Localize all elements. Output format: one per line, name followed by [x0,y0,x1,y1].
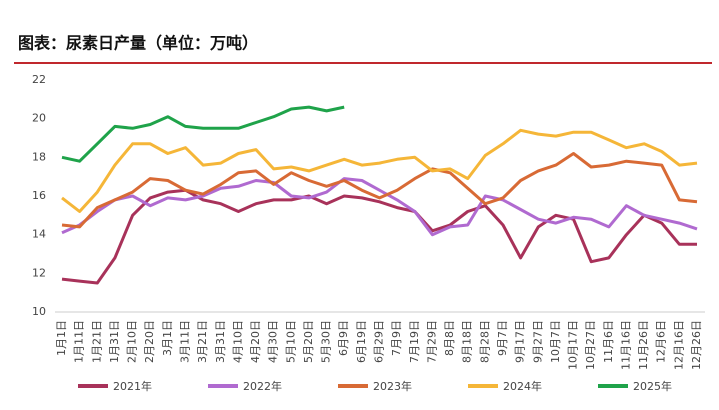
x-tick-label: 6月9日 [337,320,350,356]
x-tick-label: 12月6日 [655,320,668,363]
x-tick-label: 11月26日 [637,320,650,370]
x-tick-label: 5月10日 [284,320,297,363]
x-tick-label: 1月31日 [108,320,121,363]
x-tick-label: 10月7日 [549,320,562,363]
x-tick-label: 10月27日 [584,320,597,370]
y-tick-label: 18 [32,150,46,163]
series-line [61,105,345,163]
x-tick-label: 7月29日 [425,320,438,363]
legend-label: 2022年 [243,379,282,393]
x-tick-label: 2月10日 [126,320,139,363]
x-tick-label: 8月28日 [478,320,491,363]
x-tick-label: 6月19日 [355,320,368,363]
y-tick-label: 16 [32,189,46,202]
x-tick-label: 3月31日 [214,320,227,363]
x-tick-label: 11月6日 [602,320,615,363]
x-tick-label: 9月27日 [531,320,544,363]
x-tick-label: 10月17日 [567,320,580,370]
x-tick-label: 7月19日 [408,320,421,363]
x-tick-label: 1月11日 [73,320,86,363]
x-tick-label: 3月11日 [178,320,191,363]
y-tick-label: 14 [32,228,46,241]
y-tick-label: 20 [32,112,46,125]
y-tick-label: 12 [32,266,46,279]
legend-label: 2025年 [633,379,672,393]
x-tick-label: 6月29日 [373,320,386,363]
y-tick-label: 22 [32,73,46,86]
series-line [61,152,698,229]
x-tick-label: 1月1日 [55,320,68,356]
x-tick-label: 8月18日 [461,320,474,363]
x-tick-label: 7月9日 [390,320,403,356]
x-tick-label: 5月20日 [302,320,315,363]
x-tick-label: 8月8日 [443,320,456,356]
legend-label: 2021年 [113,379,152,393]
series-line [61,128,698,213]
x-tick-label: 3月21日 [196,320,209,363]
x-tick-label: 4月30日 [267,320,280,363]
chart-title: 图表：尿素日产量（单位：万吨） [18,34,258,53]
y-tick-label: 10 [32,305,46,318]
x-tick-label: 5月30日 [320,320,333,363]
legend-label: 2023年 [373,379,412,393]
series-line [61,177,698,237]
x-tick-label: 2月20日 [143,320,156,363]
series-line [61,188,697,285]
x-tick-label: 11月16日 [619,320,632,370]
x-tick-label: 1月21日 [90,320,103,363]
legend-label: 2024年 [503,379,542,393]
x-tick-label: 3月1日 [161,320,174,356]
x-tick-label: 4月20日 [249,320,262,363]
x-tick-label: 9月17日 [514,320,527,363]
x-tick-label: 12月26日 [690,320,703,370]
x-tick-label: 12月16日 [672,320,685,370]
x-tick-label: 4月10日 [231,320,244,363]
x-tick-label: 9月7日 [496,320,509,356]
